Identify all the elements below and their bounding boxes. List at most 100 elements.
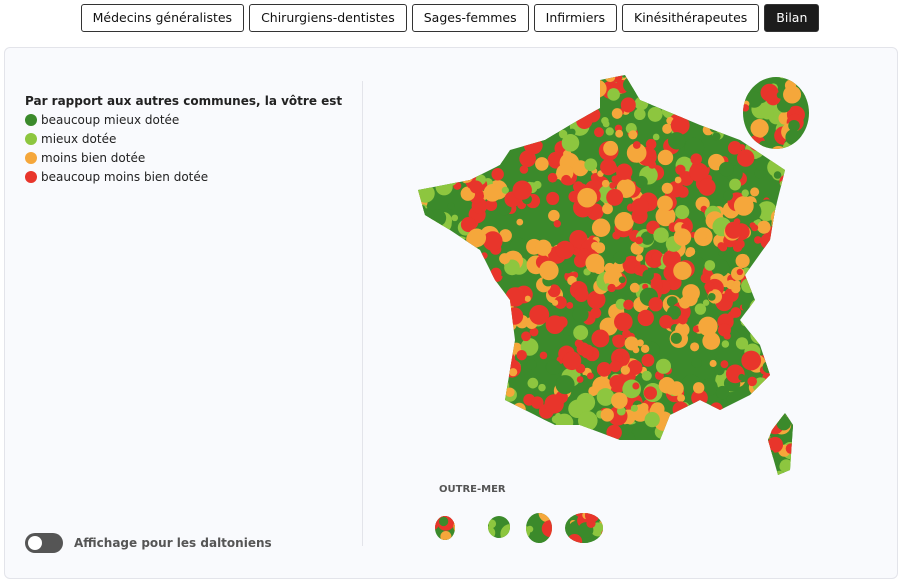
map-patch bbox=[479, 149, 498, 167]
map-patch bbox=[563, 502, 576, 515]
map-patch bbox=[594, 75, 605, 76]
map-patch bbox=[739, 144, 746, 151]
map-patch bbox=[428, 343, 447, 363]
map-patch bbox=[767, 519, 779, 530]
map-patch bbox=[674, 441, 690, 457]
map-patch bbox=[650, 278, 663, 292]
map-patch bbox=[427, 125, 448, 146]
map-patch bbox=[777, 227, 789, 239]
map-patch bbox=[479, 127, 490, 138]
map-patch bbox=[428, 324, 437, 334]
map-patch bbox=[494, 424, 508, 438]
map-patch bbox=[693, 460, 706, 472]
colorblind-toggle[interactable] bbox=[25, 533, 63, 553]
map-patch bbox=[507, 422, 517, 433]
map-patch bbox=[616, 539, 627, 543]
map-patch bbox=[591, 503, 602, 514]
map-patch bbox=[455, 536, 463, 543]
map-patch bbox=[480, 252, 488, 259]
map-patch bbox=[730, 414, 746, 430]
tab[interactable]: Bilan bbox=[764, 4, 820, 32]
map-patch bbox=[535, 239, 552, 256]
map-patch bbox=[631, 198, 650, 216]
map-patch bbox=[616, 156, 624, 165]
map-patch bbox=[453, 181, 462, 190]
map-patch bbox=[547, 122, 559, 134]
map-patch bbox=[721, 340, 730, 348]
map-patch bbox=[501, 487, 520, 506]
map-patch bbox=[662, 249, 681, 269]
map-patch bbox=[738, 500, 748, 510]
tab[interactable]: Chirurgiens-dentistes bbox=[249, 4, 407, 32]
map-patch bbox=[490, 104, 507, 120]
map-patch bbox=[454, 397, 470, 412]
map-patch bbox=[435, 438, 449, 452]
map-patch bbox=[445, 150, 461, 165]
map-patch bbox=[723, 429, 741, 447]
map-patch bbox=[423, 445, 430, 453]
map-patch bbox=[485, 487, 504, 506]
map-patch bbox=[747, 417, 765, 435]
map-patch bbox=[696, 230, 707, 241]
map-patch bbox=[440, 389, 450, 398]
map-patch bbox=[777, 312, 797, 332]
map-patch bbox=[792, 530, 799, 537]
map-patch bbox=[553, 220, 561, 228]
map-patch bbox=[611, 469, 623, 480]
map-patch bbox=[651, 252, 661, 262]
map-patch bbox=[700, 108, 708, 116]
toggle-label[interactable]: Affichage pour les daltoniens bbox=[74, 536, 272, 550]
map-patch bbox=[775, 520, 791, 536]
map-patch bbox=[709, 123, 720, 133]
map-patch bbox=[641, 353, 655, 367]
map-patch bbox=[433, 285, 454, 305]
map-patch bbox=[772, 332, 783, 343]
map-patch bbox=[447, 308, 458, 320]
map-patch bbox=[576, 112, 593, 129]
map-patch bbox=[584, 484, 592, 492]
map-patch bbox=[788, 288, 796, 296]
map-patch bbox=[429, 75, 438, 83]
map-patch bbox=[565, 470, 582, 487]
map-patch bbox=[648, 297, 663, 312]
map-patch bbox=[418, 146, 427, 161]
map-patch bbox=[418, 165, 423, 182]
map-patch bbox=[783, 85, 802, 104]
map-patch bbox=[548, 209, 560, 222]
map-patch bbox=[593, 454, 602, 464]
tab[interactable]: Sages-femmes bbox=[411, 4, 529, 32]
map-patch bbox=[714, 364, 725, 376]
map-patch bbox=[655, 484, 671, 499]
map-patch bbox=[727, 140, 742, 155]
tab[interactable]: Kinésithérapeutes bbox=[622, 4, 760, 32]
map-patch bbox=[473, 76, 492, 95]
map-patch bbox=[480, 276, 495, 291]
map-patch bbox=[581, 347, 593, 359]
map-patch bbox=[749, 400, 768, 418]
tab[interactable]: Médecins généralistes bbox=[80, 4, 245, 32]
map-patch bbox=[457, 107, 467, 118]
map-patch bbox=[722, 448, 732, 458]
map-patch bbox=[463, 284, 472, 293]
map-patch bbox=[438, 516, 449, 527]
map-patch bbox=[556, 440, 572, 455]
map-patch bbox=[568, 190, 581, 203]
map-patch bbox=[487, 519, 497, 529]
map-patch bbox=[653, 75, 665, 84]
map-patch bbox=[693, 112, 704, 123]
map-patch bbox=[434, 332, 454, 352]
map-patch bbox=[649, 529, 662, 542]
map-patch bbox=[776, 256, 787, 266]
map-patch bbox=[577, 411, 598, 431]
map-patch bbox=[788, 119, 800, 132]
map-patch bbox=[695, 436, 705, 446]
map-patch bbox=[672, 528, 692, 543]
map-patch bbox=[700, 273, 711, 284]
map-patch bbox=[591, 218, 611, 237]
map-patch bbox=[418, 208, 435, 227]
tab[interactable]: Infirmiers bbox=[533, 4, 618, 32]
map-patch bbox=[537, 123, 551, 137]
map-patch bbox=[503, 408, 513, 419]
map-patch bbox=[657, 149, 674, 166]
map-patch bbox=[516, 420, 530, 435]
